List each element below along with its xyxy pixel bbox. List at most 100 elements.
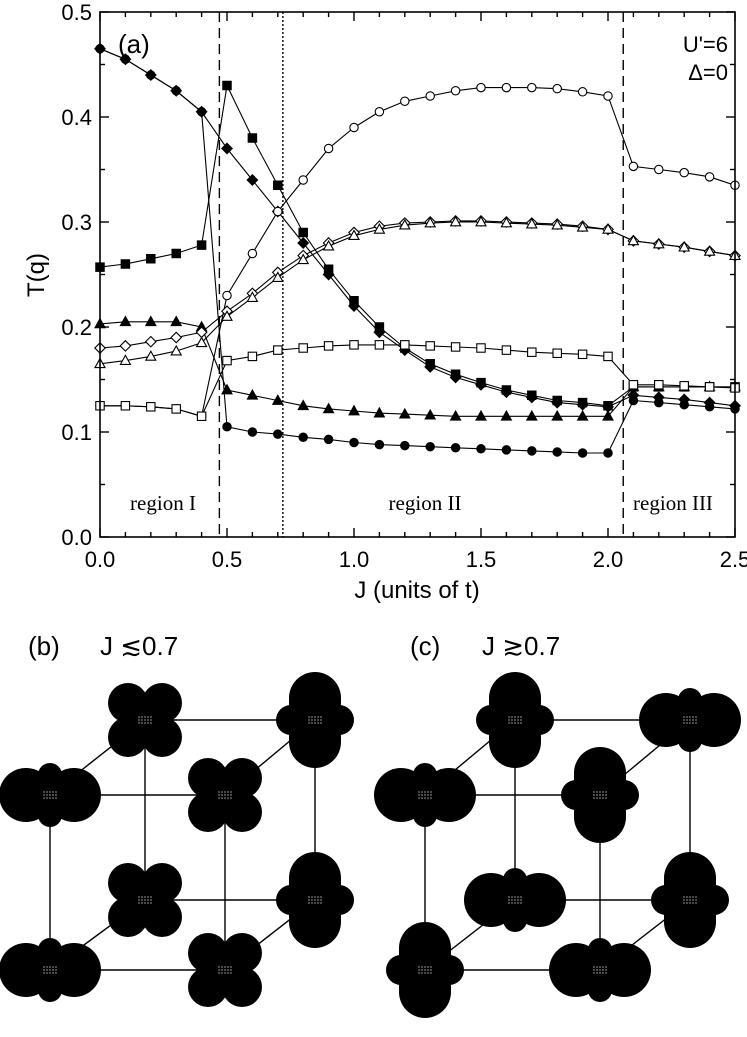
orbital-texture — [593, 966, 607, 974]
point-filled-triangle-15 — [475, 409, 487, 421]
point-filled-square-8 — [298, 227, 308, 238]
point-filled-diamond-10 — [348, 300, 360, 312]
param-u-prime: U'=6 — [683, 32, 728, 57]
panel-c-orbital-order: (c) J ≳0.7 — [374, 631, 741, 1018]
orbital-texture — [508, 716, 522, 724]
y-tick-label-5: 0.5 — [61, 0, 92, 25]
chart-plot-layer: 0.0 0.5 1.0 1.5 2.0 2.5 0.0 0.1 0.2 0.3 0.4 0.5 — [61, 0, 747, 572]
point-filled-diamond-11 — [373, 326, 386, 339]
point-filled-diamond-14 — [449, 371, 462, 384]
point-open-circle-10 — [349, 122, 359, 133]
orbital-b-front-top-left — [0, 763, 101, 827]
orbital-c-front-top-right — [561, 747, 639, 843]
point-filled-square-3 — [171, 248, 181, 259]
point-filled-circle-12 — [400, 440, 410, 451]
panel-a-label: (a) — [118, 29, 150, 59]
point-open-square-3 — [171, 404, 181, 414]
point-filled-triangle-8 — [297, 399, 310, 411]
point-open-square-24 — [704, 382, 715, 392]
orbital-b-front-bottom-right — [188, 933, 262, 1007]
point-open-square-15 — [476, 343, 486, 353]
orbital-c-front-bottom-left — [386, 922, 464, 1018]
point-filled-triangle-3 — [170, 315, 183, 327]
x-tick-label-1: 0.5 — [212, 547, 243, 572]
point-open-square-14 — [450, 342, 461, 352]
point-filled-circle-20 — [603, 448, 613, 458]
point-open-square-20 — [603, 351, 613, 362]
point-open-square-12 — [400, 340, 410, 350]
point-filled-triangle-13 — [424, 408, 437, 420]
point-open-square-10 — [349, 340, 359, 350]
point-filled-circle-17 — [527, 446, 537, 456]
orbital-b-back-bottom-right — [276, 852, 354, 948]
point-filled-diamond-13 — [424, 360, 437, 373]
point-open-triangle-16 — [500, 216, 513, 228]
point-filled-diamond-2 — [144, 69, 157, 81]
point-filled-diamond-16 — [500, 386, 513, 399]
point-open-triangle-9 — [322, 239, 335, 251]
orbital-c-back-bottom-right — [651, 852, 729, 948]
point-filled-triangle-5 — [221, 383, 233, 395]
point-filled-diamond-19 — [576, 398, 589, 411]
point-filled-circle-13 — [425, 441, 435, 452]
region-label-2: region II — [389, 491, 462, 515]
point-open-triangle-15 — [475, 215, 487, 227]
point-open-square-5 — [222, 355, 232, 366]
point-open-triangle-8 — [297, 253, 310, 265]
panel-c-label: (c) — [410, 631, 440, 661]
point-filled-triangle-20 — [602, 409, 614, 421]
point-filled-triangle-1 — [119, 315, 132, 327]
point-open-triangle-10 — [348, 229, 360, 240]
point-open-circle-9 — [323, 143, 334, 154]
point-open-square-17 — [527, 347, 537, 357]
orbital-texture — [683, 716, 697, 724]
point-filled-triangle-9 — [322, 402, 335, 414]
point-filled-square-7 — [273, 180, 283, 191]
point-open-triangle-20 — [602, 223, 614, 234]
point-filled-triangle-17 — [525, 409, 538, 421]
point-filled-square-4 — [196, 240, 207, 250]
point-filled-diamond-4 — [195, 105, 208, 118]
point-filled-diamond-5 — [221, 142, 233, 155]
x-tick-label-2: 1.0 — [339, 547, 370, 572]
point-filled-circle-10 — [349, 437, 359, 448]
point-open-circle-18 — [552, 83, 562, 94]
orbital-texture — [218, 966, 232, 974]
point-open-circle-15 — [476, 82, 486, 93]
point-filled-circle-11 — [374, 439, 385, 450]
point-filled-square-6 — [247, 133, 258, 143]
point-open-square-23 — [679, 381, 689, 391]
panel-c-condition: J ≳0.7 — [482, 631, 560, 661]
series-line-open-diamond — [99, 220, 736, 349]
point-open-circle-21 — [628, 161, 639, 172]
panel-b-orbital-order: (b) J ≲0.7 — [0, 631, 354, 1007]
orbital-c-back-top-left — [476, 672, 554, 768]
point-filled-diamond-18 — [551, 396, 564, 409]
point-filled-triangle-14 — [449, 409, 462, 421]
point-open-square-1 — [120, 400, 131, 411]
point-filled-triangle-11 — [373, 406, 386, 418]
point-open-triangle-11 — [373, 223, 386, 234]
point-filled-diamond-24 — [703, 396, 716, 409]
panel-c-cube — [424, 719, 691, 971]
point-open-triangle-14 — [449, 215, 462, 227]
orbital-c-front-top-left — [374, 763, 476, 827]
point-open-triangle-18 — [551, 218, 564, 230]
point-open-triangle-17 — [525, 217, 538, 229]
x-axis-label: J (units of t) — [354, 577, 479, 604]
point-filled-triangle-18 — [551, 409, 564, 421]
point-open-triangle-13 — [424, 216, 437, 228]
series-line-filled-square — [99, 83, 735, 407]
point-open-circle-14 — [450, 86, 461, 96]
orbital-texture — [308, 716, 322, 724]
point-filled-diamond-6 — [246, 174, 259, 186]
point-open-diamond-2 — [144, 335, 157, 348]
point-open-square-13 — [425, 341, 435, 351]
y-tick-label-4: 0.4 — [61, 105, 92, 130]
orbital-b-back-top-left — [108, 683, 182, 757]
series-line-open-circle — [100, 87, 736, 417]
point-filled-circle-8 — [298, 432, 308, 442]
x-tick-label-0: 0.0 — [85, 547, 116, 572]
orbital-texture — [218, 791, 232, 799]
